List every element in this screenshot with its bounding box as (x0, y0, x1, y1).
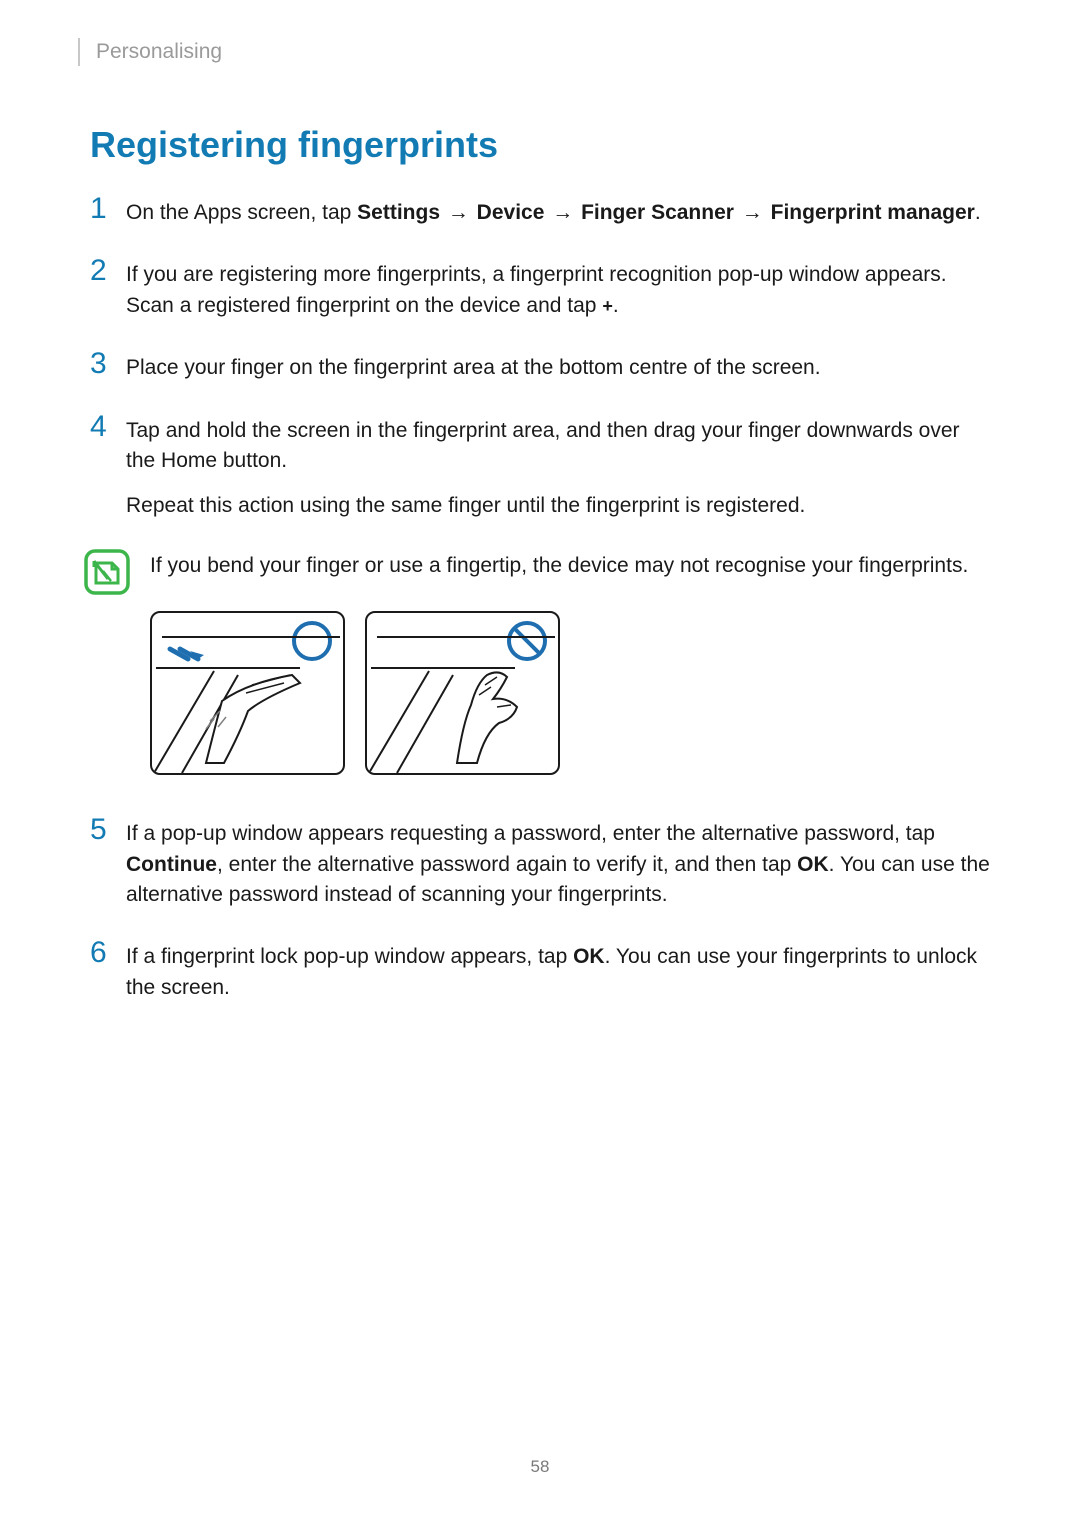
bold: OK (573, 945, 605, 968)
bold: Fingerprint manager (771, 201, 975, 224)
step-number: 6 (90, 938, 126, 968)
bold: OK (797, 853, 829, 876)
page-number: 58 (0, 1457, 1080, 1477)
note-text: If you bend your finger or use a fingert… (150, 549, 968, 581)
text: . (975, 201, 981, 224)
bold: Settings (357, 201, 440, 224)
step-text: If a pop-up window appears requesting a … (126, 815, 990, 910)
illustration-correct (150, 611, 345, 775)
step-4: 4 Tap and hold the screen in the fingerp… (90, 412, 990, 477)
step-number: 3 (90, 349, 126, 379)
step-text: On the Apps screen, tap Settings → Devic… (126, 194, 981, 228)
step-text: If you are registering more fingerprints… (126, 256, 990, 321)
step-number: 4 (90, 412, 126, 442)
bold: Device (477, 201, 545, 224)
step-3: 3 Place your finger on the fingerprint a… (90, 349, 990, 383)
header-divider (78, 38, 80, 66)
text: If a pop-up window appears requesting a … (126, 822, 935, 845)
section-header: Personalising (96, 38, 990, 64)
step-number: 1 (90, 194, 126, 224)
text: If you are registering more fingerprints… (126, 263, 947, 316)
illustration-row (150, 611, 990, 775)
bold: Finger Scanner (581, 201, 734, 224)
page-content: Personalising Registering fingerprints 1… (0, 0, 1080, 1003)
text: If a fingerprint lock pop-up window appe… (126, 945, 573, 968)
note-icon (84, 549, 130, 595)
step-1: 1 On the Apps screen, tap Settings → Dev… (90, 194, 990, 228)
note-callout: If you bend your finger or use a fingert… (84, 549, 990, 595)
arrow: → (442, 201, 475, 224)
step-number: 5 (90, 815, 126, 845)
plus-icon: + (602, 293, 613, 319)
text: . (613, 294, 619, 317)
step-5: 5 If a pop-up window appears requesting … (90, 815, 990, 910)
text: , enter the alternative password again t… (217, 853, 797, 876)
bold: Continue (126, 853, 217, 876)
step-text: Tap and hold the screen in the fingerpri… (126, 412, 990, 477)
page-title: Registering fingerprints (90, 124, 990, 166)
step-2: 2 If you are registering more fingerprin… (90, 256, 990, 321)
arrow: → (736, 201, 769, 224)
step-number: 2 (90, 256, 126, 286)
step-6: 6 If a fingerprint lock pop-up window ap… (90, 938, 990, 1003)
step-text: If a fingerprint lock pop-up window appe… (126, 938, 990, 1003)
step-4-repeat: Repeat this action using the same finger… (126, 491, 990, 521)
step-text: Place your finger on the fingerprint are… (126, 349, 821, 383)
arrow: → (546, 201, 579, 224)
text: On the Apps screen, tap (126, 201, 357, 224)
illustration-incorrect (365, 611, 560, 775)
